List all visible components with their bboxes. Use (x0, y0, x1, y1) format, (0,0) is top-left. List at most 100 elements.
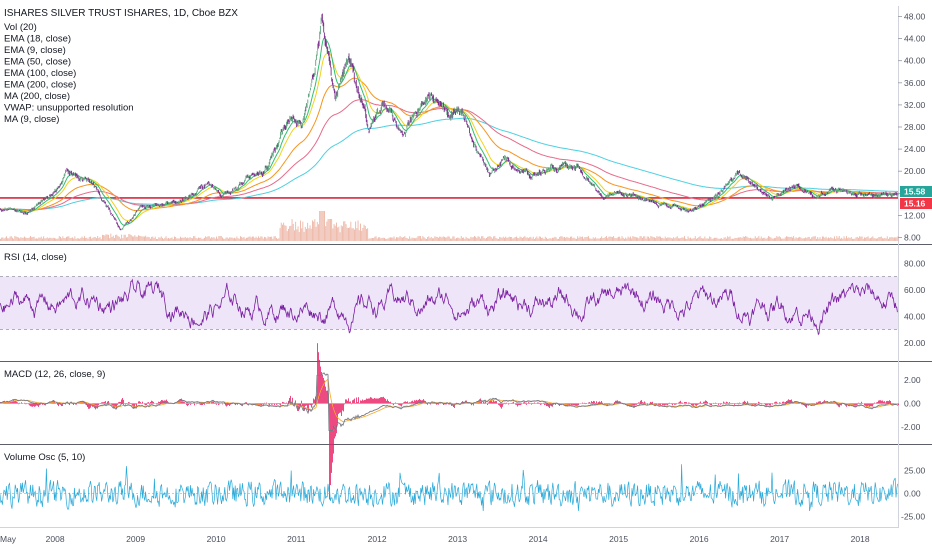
volume-bar (194, 236, 196, 241)
volume-bar (258, 236, 259, 241)
macd-hist-bar (118, 402, 119, 404)
volume-bar (740, 237, 742, 241)
macd-hist-bar (490, 400, 491, 404)
macd-hist-bar (134, 403, 135, 408)
volume-bar (456, 238, 457, 241)
macd-hist-bar (331, 403, 332, 473)
macd-hist-bar (774, 402, 775, 404)
volume-bar (73, 238, 75, 241)
volume-bar (84, 236, 85, 241)
volume-bar (561, 236, 563, 241)
volume-bar (825, 236, 827, 241)
volume-bar (409, 236, 411, 241)
macd-hist-bar (219, 403, 220, 405)
volume-osc-panel[interactable] (0, 447, 898, 525)
volume-bar (334, 225, 336, 241)
volume-bar (858, 237, 859, 241)
volume-bar (543, 239, 545, 241)
volume-bar (643, 236, 645, 241)
macd-hist-bar (768, 403, 769, 405)
macd-hist-bar (675, 403, 676, 405)
rsi-title: RSI (14, close) (4, 252, 67, 263)
volume-bar (840, 238, 841, 241)
volume-bar (186, 238, 187, 241)
legend-item[interactable]: EMA (100, close) (4, 68, 76, 79)
macd-hist-bar (456, 402, 457, 404)
macd-hist-bar (724, 402, 725, 404)
volume-bar (248, 236, 250, 241)
macd-hist-bar (88, 403, 89, 409)
volume-bar (25, 237, 27, 241)
volume-bar (110, 233, 112, 241)
macd-hist-bar (284, 402, 285, 404)
legend-item[interactable]: EMA (200, close) (4, 80, 76, 91)
legend-item[interactable]: MA (9, close) (4, 114, 59, 125)
legend-item[interactable]: EMA (50, close) (4, 57, 71, 68)
macd-hist-bar (85, 403, 86, 405)
volume-bar (876, 238, 877, 241)
volume-bar (468, 238, 469, 241)
macd-hist-bar (255, 403, 256, 405)
volume-bar (308, 228, 310, 241)
volume-bar (378, 237, 379, 241)
macd-hist-bar (191, 403, 192, 405)
volume-bar (436, 236, 438, 241)
macd-hist-bar (589, 402, 590, 404)
macd-hist-bar (401, 403, 402, 407)
macd-line (0, 372, 899, 431)
volume-bar (799, 236, 801, 241)
volume-bar (492, 238, 493, 241)
macd-hist-bar (374, 398, 375, 404)
legend-item[interactable]: MA (200, close) (4, 91, 70, 102)
volume-bar (150, 238, 151, 241)
macd-hist-bar (512, 402, 513, 404)
volume-bar (255, 236, 257, 241)
macd-hist-bar (786, 401, 787, 404)
macd-hist-bar (416, 399, 417, 404)
macd-hist-bar (208, 402, 209, 404)
macd-hist-bar (142, 401, 143, 404)
legend-item[interactable]: EMA (18, close) (4, 34, 71, 45)
volume-bar (849, 238, 851, 241)
macd-hist-bar (597, 402, 598, 404)
macd-hist-bar (629, 403, 630, 407)
legend-item[interactable]: Vol (20) (4, 22, 37, 33)
volume-bar (826, 238, 828, 241)
macd-hist-bar (681, 402, 682, 404)
volume-bar (782, 238, 784, 241)
price-panel[interactable] (0, 6, 898, 242)
macd-hist-bar (386, 400, 387, 404)
macd-hist-bar (577, 403, 578, 406)
macd-hist-bar (94, 403, 95, 408)
volume-bar (780, 237, 781, 241)
volume-bar (56, 238, 58, 241)
macd-hist-bar (789, 400, 790, 404)
macd-hist-bar (389, 402, 390, 404)
volume-bar (342, 226, 343, 241)
macd-hist-bar (29, 403, 30, 406)
volume-bar (118, 236, 120, 241)
volume-bar (207, 236, 209, 241)
volume-bar (231, 237, 233, 241)
legend-item[interactable]: VWAP: unsupported resolution (4, 103, 134, 114)
macd-hist-bar (480, 398, 481, 404)
volume-bar (406, 238, 408, 241)
macd-hist-bar (104, 401, 105, 404)
volume-bar (370, 238, 372, 241)
indicator-legend[interactable]: Vol (20)EMA (18, close)EMA (9, close)EMA… (4, 22, 134, 125)
macd-hist-bar (8, 402, 9, 404)
volume-bar (160, 236, 162, 241)
volume-bar (228, 238, 229, 241)
macd-hist-bar (395, 402, 396, 404)
macd-hist-bar (693, 403, 694, 406)
volume-bar (608, 236, 610, 241)
macd-hist-bar (58, 403, 59, 407)
volume-bar (607, 238, 609, 241)
volume-bar (63, 238, 65, 241)
volume-bar (494, 236, 496, 241)
legend-item[interactable]: EMA (9, close) (4, 45, 66, 56)
volume-bar (843, 236, 845, 241)
volume-bar (364, 225, 366, 241)
volume-bar (26, 237, 28, 241)
